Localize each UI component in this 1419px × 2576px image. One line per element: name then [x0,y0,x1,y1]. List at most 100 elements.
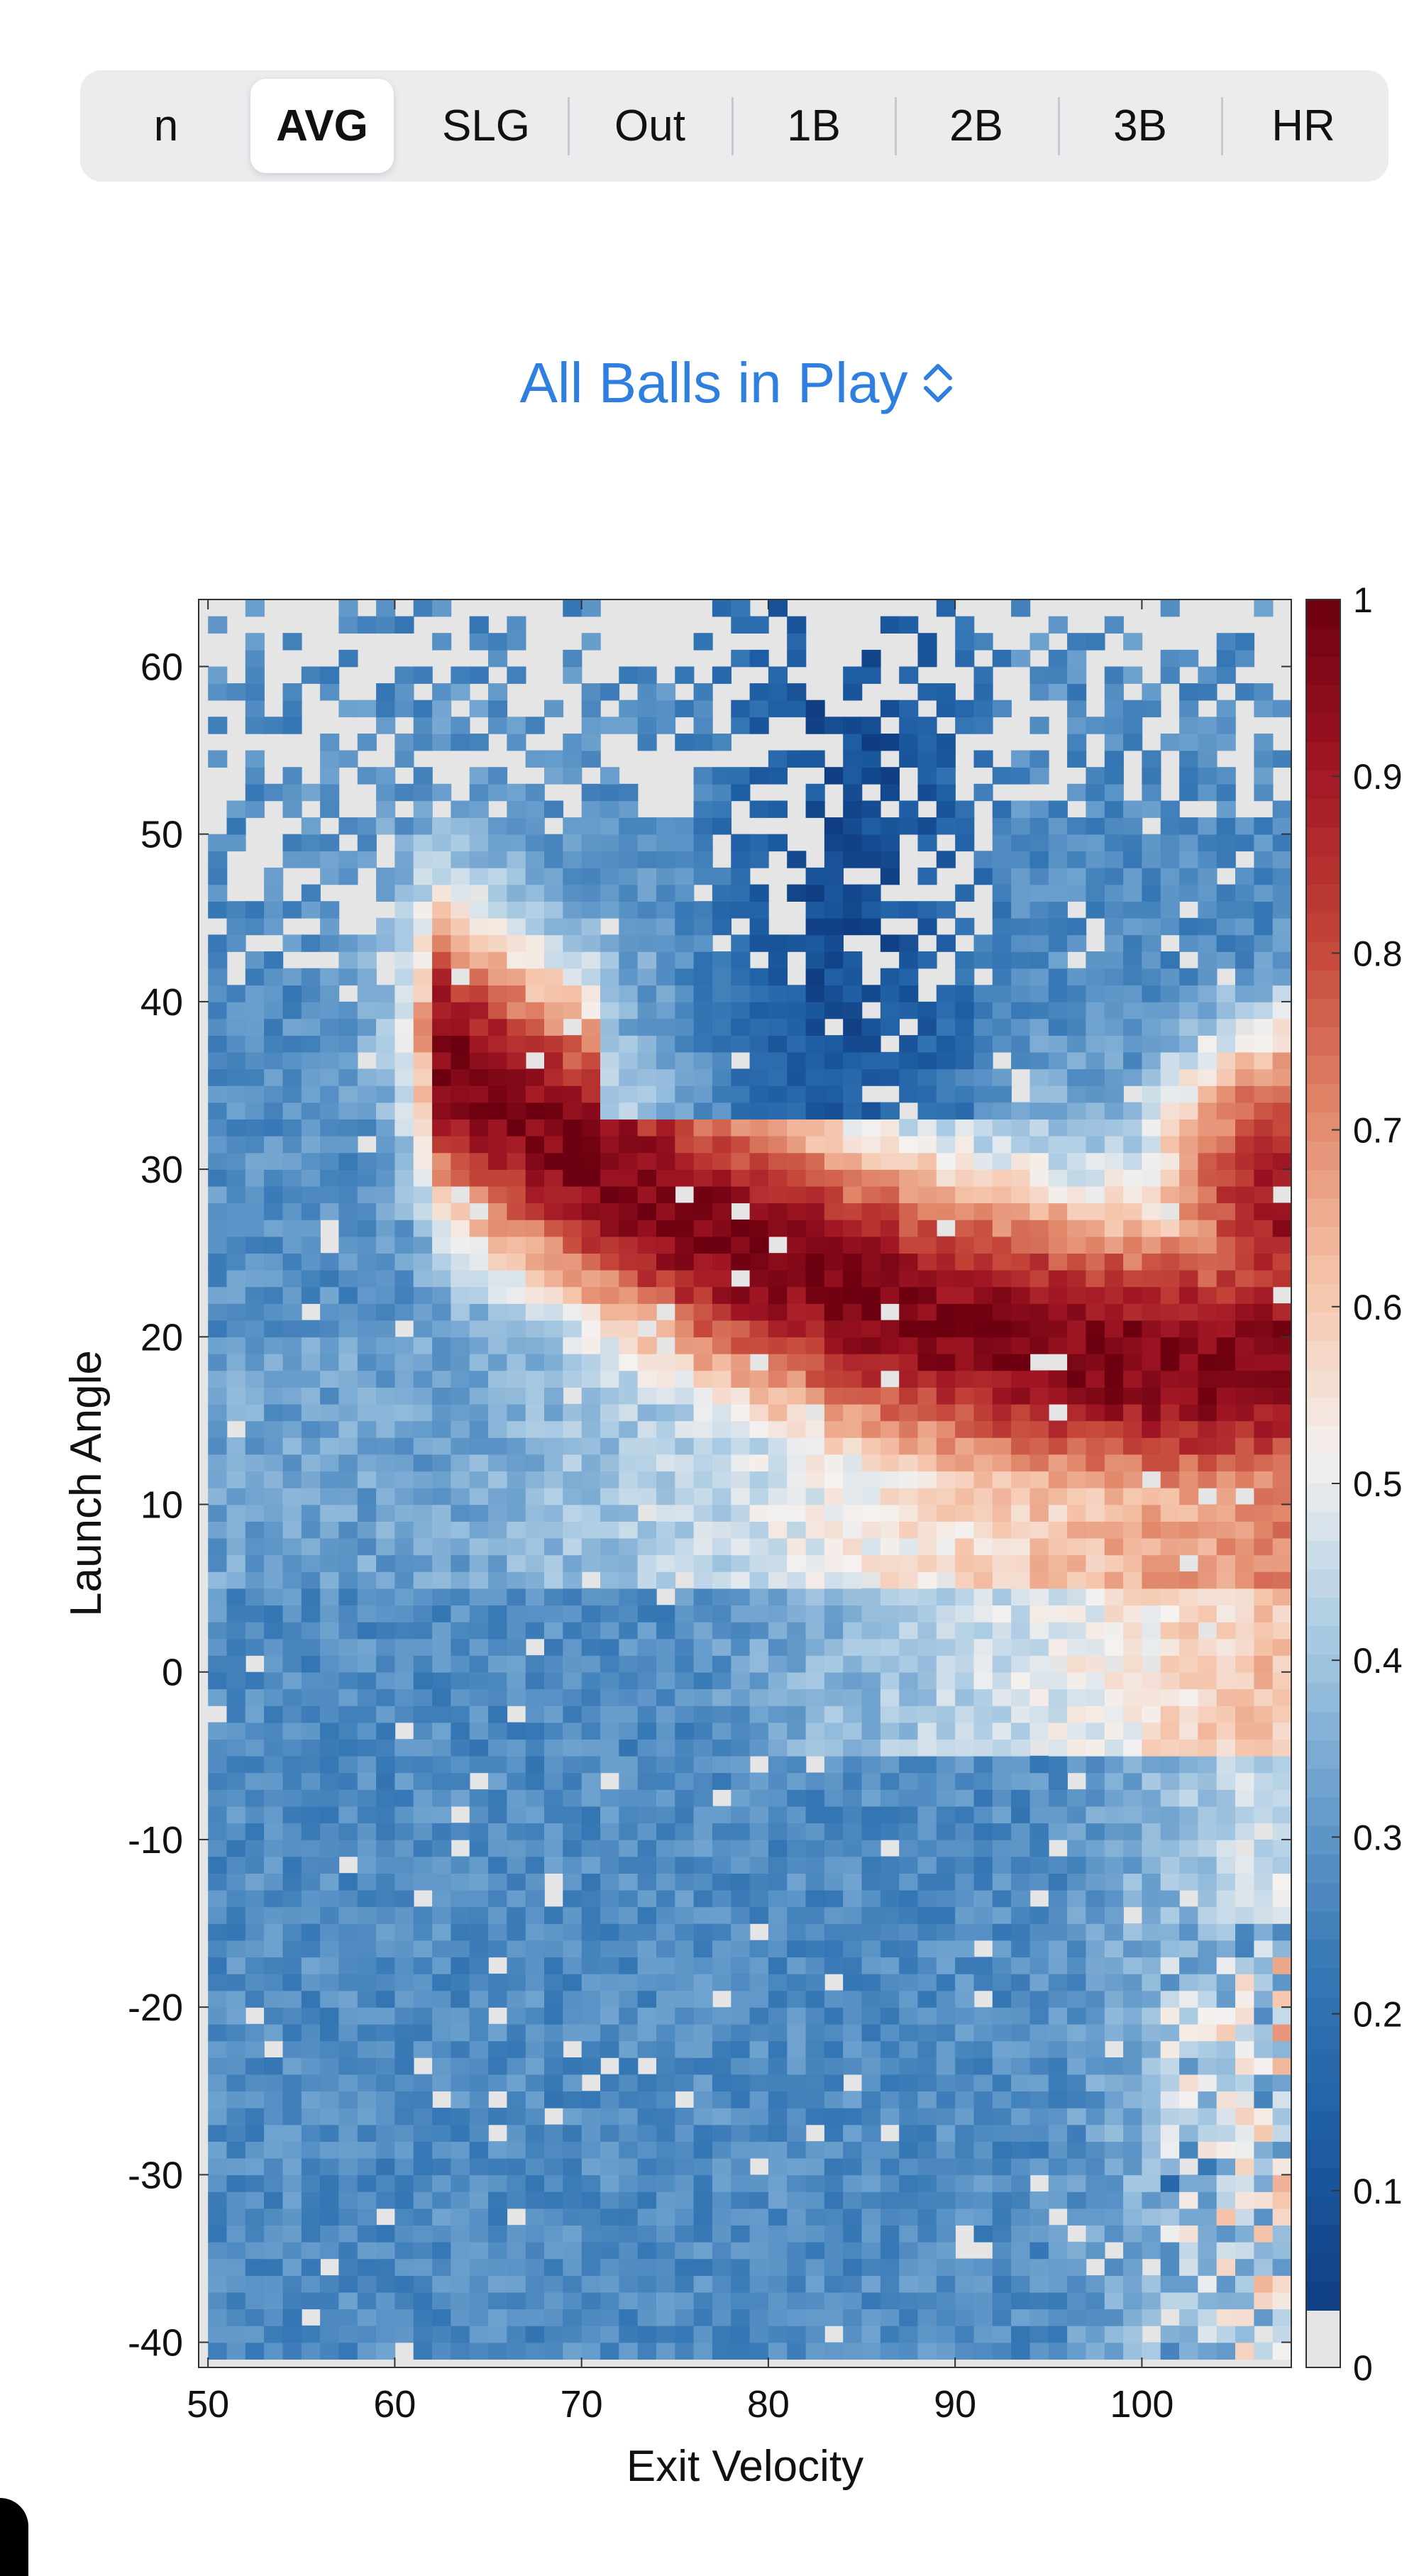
heatmap-cell [282,1337,302,1354]
heatmap-cell [245,783,265,802]
heatmap-cell [955,1605,975,1623]
heatmap-cell [413,1772,433,1790]
heatmap-cell [824,1755,844,1774]
heatmap-cell [413,968,433,986]
heatmap-cell [824,1102,844,1120]
heatmap-cell [413,2342,433,2360]
heatmap-cell [1011,2275,1031,2293]
heatmap-cell [1011,1119,1031,1137]
heatmap-cell [1179,1923,1199,1941]
heatmap-cell [973,1487,993,1505]
heatmap-cell [357,1220,377,1237]
balls-in-play-filter-picker[interactable]: All Balls in Play [497,341,979,426]
segment-avg[interactable]: AVG [250,79,394,173]
heatmap-cell [544,1638,564,1656]
heatmap-cell [563,1906,582,1924]
heatmap-cell [357,1621,377,1640]
heatmap-cell [469,901,489,919]
heatmap-cell [451,1521,470,1539]
segment-1b[interactable]: 1B [787,101,841,150]
heatmap-cell [1179,867,1199,885]
heatmap-cell [245,649,265,668]
heatmap-cell [992,1152,1012,1170]
heatmap-cell [338,1135,358,1154]
heatmap-cell [805,1571,825,1589]
heatmap-cell [861,1051,881,1070]
heatmap-cell [955,2325,975,2343]
heatmap-cell [1160,1387,1180,1405]
heatmap-cell [861,1739,881,1757]
heatmap-cell [675,1337,695,1354]
heatmap-cell [936,1185,956,1204]
heatmap-cell [880,2157,900,2176]
heatmap-cell [787,1973,807,1991]
heatmap-cell [1104,1370,1124,1388]
heatmap-cell [544,1420,564,1438]
heatmap-cell [1142,1420,1161,1438]
heatmap-cell [805,1839,825,1857]
heatmap-cell [338,951,358,969]
heatmap-cell [1160,1169,1180,1187]
heatmap-cell [1160,1135,1180,1154]
heatmap-cell [749,1018,769,1036]
heatmap-cell [712,2023,731,2042]
heatmap-cell [1123,1454,1143,1472]
heatmap-cell [1179,2107,1199,2126]
heatmap-cell [1104,1487,1124,1505]
heatmap-cell [768,1437,788,1455]
heatmap-cell [1123,1789,1143,1807]
heatmap-cell [973,1370,993,1388]
segment-hr[interactable]: HR [1271,101,1335,150]
heatmap-cell [693,1253,713,1271]
heatmap-cell [675,1706,695,1723]
heatmap-cell [1011,1772,1031,1790]
heatmap-cell [973,1337,993,1354]
heatmap-cell [619,1420,639,1438]
segment-2b[interactable]: 2B [949,101,1003,150]
heatmap-cell [619,1571,639,1589]
heatmap-cell [357,1001,377,1019]
heatmap-cell [264,1655,284,1673]
heatmap-cell [208,1035,228,1053]
heatmap-cell [208,934,228,952]
heatmap-cell [525,2309,545,2326]
segment-3b[interactable]: 3B [1113,101,1167,150]
heatmap-cell [1104,2157,1124,2176]
segment-n[interactable]: n [153,101,179,150]
heatmap-cell [917,1337,937,1354]
heatmap-cell [619,2325,639,2343]
heatmap-cell [563,1839,582,1857]
segment-slg[interactable]: SLG [441,101,531,150]
heatmap-cell [245,2157,265,2176]
heatmap-cell [413,1437,433,1455]
heatmap-cell [899,2325,919,2343]
heatmap-cell [1067,1571,1087,1589]
heatmap-cell [675,700,695,718]
heatmap-cell [843,951,863,969]
heatmap-cell [1142,2292,1161,2310]
heatmap-cell [1086,1906,1105,1924]
heatmap-cell [451,1554,470,1572]
segment-out[interactable]: Out [614,101,685,150]
heatmap-cell [917,1370,937,1388]
heatmap-cell [880,1873,900,1891]
heatmap-cell [917,1504,937,1522]
heatmap-cell [675,1135,695,1154]
heatmap-cell [749,1772,769,1790]
heatmap-cell [899,2225,919,2243]
heatmap-cell [1123,633,1143,651]
heatmap-cell [1048,666,1068,684]
heatmap-cell [936,1671,956,1690]
heatmap-cell [693,2241,713,2260]
heatmap-cell [731,2208,751,2226]
heatmap-cell [338,1437,358,1455]
heatmap-cell [320,1286,340,1304]
heatmap-cell [208,1454,228,1472]
heatmap-cell [805,1923,825,1941]
heatmap-cell [992,1688,1012,1706]
heatmap-cell [917,1085,937,1103]
heatmap-cell [992,1337,1012,1354]
heatmap-cell [1123,1571,1143,1589]
heatmap-cell [581,1454,601,1472]
heatmap-cell [1160,599,1180,617]
